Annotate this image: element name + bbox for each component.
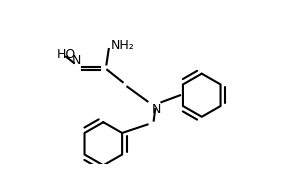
Text: N: N <box>71 54 81 67</box>
Text: HO: HO <box>57 48 76 61</box>
Text: NH₂: NH₂ <box>111 39 135 52</box>
Text: N: N <box>152 103 162 116</box>
